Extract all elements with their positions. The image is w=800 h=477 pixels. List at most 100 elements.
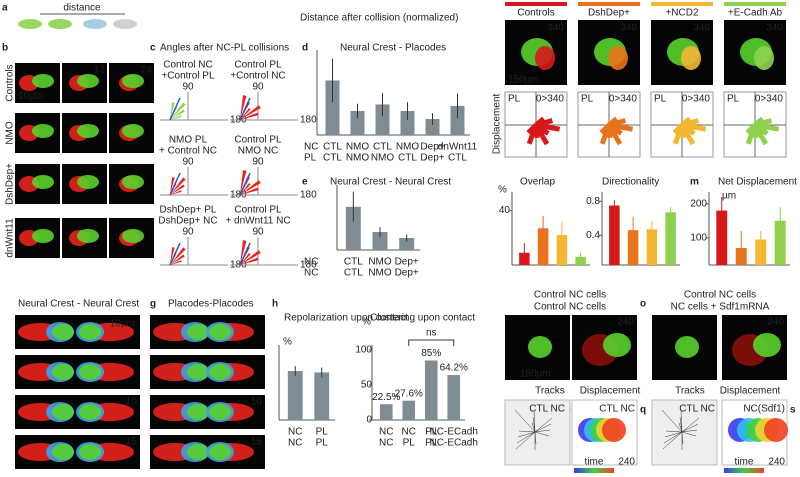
bar [627,230,639,265]
label: Net Displacement [718,177,797,188]
cell [77,175,99,189]
track [662,431,683,450]
track [663,431,683,444]
cell [113,19,137,29]
mean-vector [169,97,181,121]
cell [122,124,144,138]
panel-letter: a [2,3,8,14]
cell [32,74,54,88]
label: 340 [766,23,783,34]
header-bar [651,2,713,6]
x-tick-label: Dep+ [420,142,444,153]
bar [375,104,390,135]
panel-letter: o [640,299,646,310]
rose-wedge [240,170,247,195]
x-tick-label: Dep+ [395,257,419,268]
track [534,423,552,433]
rose-wedge [170,109,185,120]
label: distance [63,3,101,14]
mean-vector [239,242,251,266]
y-tick-label: 40 [499,205,511,216]
x-tick-label: NC [288,427,302,438]
cell [187,444,209,460]
label: 15 [251,437,263,448]
label: +Control NC [230,71,285,82]
mean-vector [239,172,251,196]
track [515,431,536,450]
bar [537,228,549,265]
bar [609,205,620,265]
bar [372,232,388,250]
x-tick-label: NC [288,438,302,449]
label: Neural Crest - Neural Crest [18,299,139,310]
rose-wedge [170,254,185,265]
label: Control PL [234,60,282,71]
label: +E-Cadh Ab [728,8,783,19]
label: 180 [300,115,317,126]
x-tick-label: CTL [373,142,392,153]
cell [77,124,99,138]
x-tick-label: NC-ECadh [430,438,478,449]
label: 10 [126,397,138,408]
label: 15 [126,437,138,448]
label: ns [426,328,437,339]
rose-wedge [170,260,182,265]
label: +Control PL [161,71,215,82]
label: Controls [517,8,554,19]
cell [122,74,144,88]
label: DshDep+ [5,163,16,205]
x-tick-label: PL [403,438,416,449]
label: Repolarization upon contact [284,313,408,324]
track [531,422,536,433]
label: time [585,457,604,468]
label: 90 [252,157,264,168]
y-tick-label: 200 [690,198,707,209]
label: Control NC cells [534,290,606,301]
panel-letter: m [690,177,699,188]
track [681,423,699,433]
label: 240 [618,457,635,468]
label: time [735,457,754,468]
rose-wedge [240,180,261,195]
bar [314,372,330,420]
rose-wedge [170,102,186,120]
cell [608,46,628,70]
label: Control PL [234,205,282,216]
x-tick-label: PL [316,427,329,438]
bar [755,239,767,265]
bar [646,229,658,265]
track [681,431,697,437]
cell [187,404,209,420]
rose-wedge [170,102,175,120]
label: DshDep+ PL [160,205,217,216]
track [534,429,551,433]
cell [32,229,54,243]
label: +NCD2 [665,8,699,19]
label: 90 [252,227,264,238]
label: Control PL [234,135,282,146]
panel-letter: c [150,43,156,54]
mean-vector [169,172,181,196]
cell [79,324,101,340]
x-tick-label: NC [402,427,416,438]
label: µm [722,191,736,202]
rose-wedge [240,240,247,265]
label: Controls [5,64,16,101]
label: 180 [300,260,317,271]
label: Tracks [535,386,565,397]
cell [675,336,699,358]
x-tick-label: NMO [396,142,420,153]
bar [350,111,365,135]
x-tick-label: PL [425,427,438,438]
x-tick-label: PL [425,438,438,449]
cell [52,364,74,380]
bar [450,105,465,135]
value-label: 27.6% [395,388,423,399]
rose-wedge [170,190,182,195]
label: CTL NC [599,404,635,415]
panel-letter: q [640,405,646,416]
rose-wedge [240,183,251,195]
label: 0>340 [536,94,565,105]
rose-wedge [240,187,259,195]
bar [716,210,728,265]
